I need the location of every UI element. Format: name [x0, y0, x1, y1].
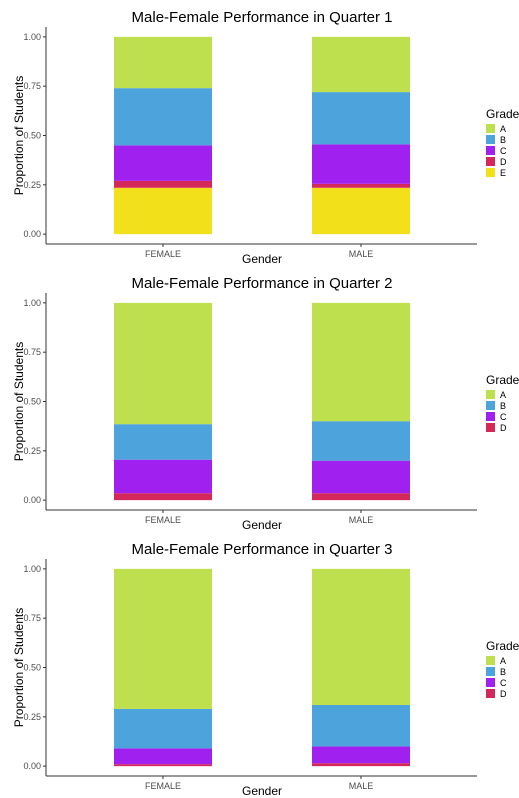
legend-swatch-e: [486, 168, 495, 177]
legend-swatch-a: [486, 124, 495, 133]
bar-segment-female-d: [114, 180, 212, 188]
bar-segment-female-c: [114, 459, 212, 494]
bar-segment-female-d: [114, 493, 212, 501]
legend-label-a: A: [500, 124, 506, 134]
bar-segment-female-b: [114, 708, 212, 749]
legend-swatch-d: [486, 689, 495, 698]
x-tick-label: FEMALE: [145, 781, 181, 791]
bar-segment-male-d: [312, 493, 410, 501]
chart-svg: Male-Female Performance in Quarter 1 0.00…: [12, 9, 519, 266]
legend-swatch-b: [486, 667, 495, 676]
y-tick-label: 0.00: [23, 495, 41, 505]
chart-panel-q3: Male-Female Performance in Quarter 3 0.00…: [0, 532, 519, 798]
legend-title: Grades: [486, 373, 519, 387]
legend-label-d: D: [500, 157, 507, 167]
bar-segment-male-b: [312, 92, 410, 145]
chart-panel-q1: Male-Female Performance in Quarter 1 0.00…: [0, 0, 519, 266]
bar-segment-female-c: [114, 145, 212, 181]
bar-segment-female-c: [114, 748, 212, 765]
legend-swatch-c: [486, 146, 495, 155]
x-tick-label: MALE: [349, 249, 374, 259]
bar-segment-male-a: [312, 36, 410, 93]
chart-panel-q2: Male-Female Performance in Quarter 2 0.00…: [0, 266, 519, 532]
x-axis-title: Gender: [242, 518, 282, 532]
legend-label-a: A: [500, 390, 506, 400]
x-axis-title: Gender: [242, 252, 282, 266]
chart-svg: Male-Female Performance in Quarter 3 0.00…: [12, 541, 519, 798]
legend-label-d: D: [500, 423, 507, 433]
legend-swatch-a: [486, 656, 495, 665]
y-tick-label: 0.25: [23, 446, 41, 456]
y-tick-label: 0.50: [23, 131, 41, 141]
legend-label-d: D: [500, 689, 507, 699]
legend-title: Grades: [486, 107, 519, 121]
bar-segment-male-c: [312, 746, 410, 764]
legend-swatch-b: [486, 401, 495, 410]
bar-segment-male-a: [312, 302, 410, 422]
y-tick-label: 0.75: [23, 347, 41, 357]
bar-segment-male-c: [312, 460, 410, 494]
chart-svg: Male-Female Performance in Quarter 2 0.00…: [12, 275, 519, 532]
y-tick-label: 1.00: [23, 298, 41, 308]
bar-segment-male-d: [312, 763, 410, 767]
legend-swatch-c: [486, 678, 495, 687]
x-tick-label: FEMALE: [145, 515, 181, 525]
legend-label-b: B: [500, 135, 506, 145]
bar-segment-male-d: [312, 183, 410, 188]
legend-swatch-a: [486, 390, 495, 399]
legend-swatch-d: [486, 157, 495, 166]
bar-segment-female-d: [114, 764, 212, 767]
x-tick-label: MALE: [349, 515, 374, 525]
bar-segment-female-b: [114, 424, 212, 460]
legend-swatch-b: [486, 135, 495, 144]
x-tick-label: MALE: [349, 781, 374, 791]
bar-segment-male-b: [312, 421, 410, 461]
legend-label-c: C: [500, 678, 507, 688]
y-tick-label: 1.00: [23, 564, 41, 574]
bar-segment-female-a: [114, 36, 212, 89]
legend-swatch-c: [486, 412, 495, 421]
legend-swatch-d: [486, 423, 495, 432]
bar-segment-female-a: [114, 568, 212, 709]
bar-segment-female-b: [114, 88, 212, 146]
y-tick-label: 0.00: [23, 761, 41, 771]
bar-segment-male-e: [312, 187, 410, 235]
y-tick-label: 0.75: [23, 81, 41, 91]
legend-label-c: C: [500, 146, 507, 156]
bar-segment-male-a: [312, 568, 410, 705]
y-tick-label: 0.50: [23, 663, 41, 673]
chart-title: Male-Female Performance in Quarter 3: [132, 541, 393, 558]
x-axis-title: Gender: [242, 784, 282, 798]
chart-title: Male-Female Performance in Quarter 1: [132, 9, 393, 26]
y-axis-title: Proportion of Students: [12, 342, 26, 461]
y-tick-label: 0.25: [23, 180, 41, 190]
y-tick-label: 0.75: [23, 613, 41, 623]
bar-segment-male-c: [312, 144, 410, 184]
legend-label-e: E: [500, 168, 506, 178]
y-tick-label: 0.00: [23, 229, 41, 239]
x-tick-label: FEMALE: [145, 249, 181, 259]
y-tick-label: 0.50: [23, 397, 41, 407]
chart-title: Male-Female Performance in Quarter 2: [132, 275, 393, 292]
y-axis-title: Proportion of Students: [12, 608, 26, 727]
bar-segment-female-a: [114, 302, 212, 425]
legend-label-c: C: [500, 412, 507, 422]
bar-segment-female-e: [114, 187, 212, 235]
legend-label-a: A: [500, 656, 506, 666]
y-axis-title: Proportion of Students: [12, 76, 26, 195]
legend-label-b: B: [500, 667, 506, 677]
legend-label-b: B: [500, 401, 506, 411]
bar-segment-male-b: [312, 704, 410, 747]
y-tick-label: 0.25: [23, 712, 41, 722]
y-tick-label: 1.00: [23, 32, 41, 42]
legend-title: Grades: [486, 639, 519, 653]
